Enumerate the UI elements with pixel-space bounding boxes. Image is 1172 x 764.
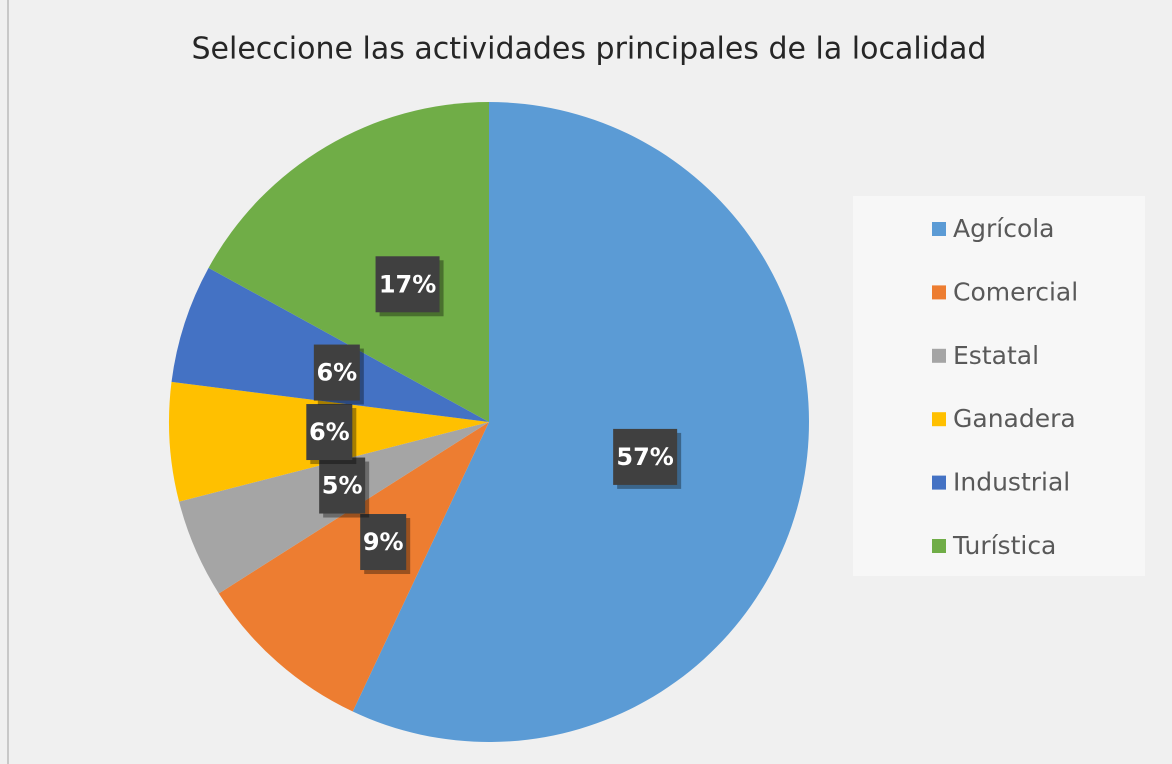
legend-label: Comercial	[953, 277, 1078, 306]
pie-slice	[208, 102, 490, 422]
data-label: 57%	[616, 443, 673, 471]
legend-swatch	[932, 475, 946, 490]
data-label: 6%	[316, 359, 357, 387]
data-label-box	[313, 344, 360, 401]
legend-label: Agrícola	[953, 214, 1055, 243]
legend-box	[853, 196, 1145, 576]
data-label-box	[360, 514, 407, 571]
data-label: 17%	[379, 270, 436, 298]
legend-swatch	[932, 539, 946, 553]
legend-swatch	[932, 412, 946, 427]
legend-swatch	[932, 285, 946, 300]
data-label: 6%	[309, 418, 350, 446]
data-label-box	[613, 428, 678, 485]
legend-label: Estatal	[953, 341, 1039, 370]
data-label-box	[375, 256, 440, 313]
legend-swatch	[932, 222, 946, 236]
legend-label: Ganadera	[953, 404, 1076, 433]
pie-slice	[352, 102, 809, 743]
pie-slice	[218, 422, 489, 712]
data-label-box	[306, 404, 353, 461]
data-label-box	[319, 457, 366, 514]
legend-swatch	[932, 348, 946, 363]
legend-label: Turística	[952, 531, 1056, 560]
chart-title: Seleccione las actividades principales d…	[192, 32, 987, 67]
data-label: 5%	[322, 472, 363, 500]
data-label: 9%	[363, 528, 404, 556]
legend-label: Industrial	[953, 468, 1070, 497]
